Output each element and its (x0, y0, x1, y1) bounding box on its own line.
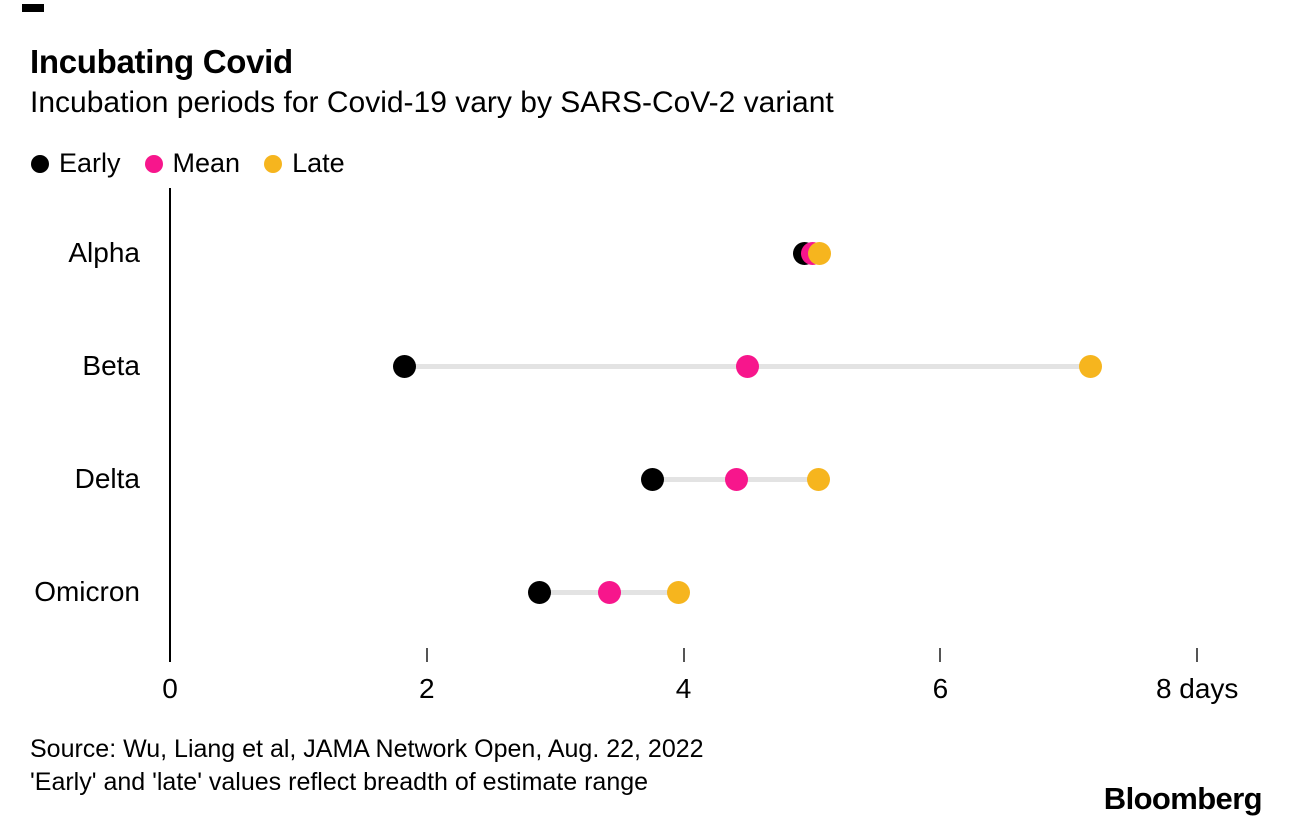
data-point-mean-beta (736, 354, 760, 378)
x-axis-labels: 0 2 4 6 8 days (0, 672, 1289, 708)
note-line: 'Early' and 'late' values reflect breadt… (30, 768, 649, 796)
legend-dot-late-icon (264, 154, 283, 173)
top-left-mark (22, 4, 44, 12)
legend-dot-mean-icon (144, 154, 163, 173)
data-point-mean-omicron (597, 580, 621, 604)
bloomberg-logo: Bloomberg (1103, 781, 1263, 816)
chart-subtitle: Incubation periods for Covid-19 vary by … (30, 86, 834, 119)
legend-label: Early (59, 148, 121, 178)
legend-item-mean: Mean (144, 148, 241, 179)
x-tick-label-2: 2 (419, 673, 435, 704)
x-tick-label-0: 0 (162, 673, 178, 704)
data-point-late-delta (806, 467, 830, 491)
category-label-alpha: Alpha (68, 237, 140, 268)
legend-item-late: Late (264, 148, 345, 179)
data-point-early-beta (393, 354, 417, 378)
data-point-late-alpha (808, 241, 832, 265)
category-label-omicron: Omicron (34, 576, 140, 607)
legend-dot-early-icon (31, 154, 49, 173)
legend-label: Late (292, 148, 345, 178)
y-axis-line (169, 188, 171, 662)
chart-title: Incubating Covid (30, 43, 293, 80)
data-point-early-delta (641, 467, 665, 491)
x-tick-label-8: 8 days (1155, 673, 1239, 704)
data-point-late-omicron (666, 580, 690, 604)
x-tick-8 (1196, 648, 1199, 662)
category-label-delta: Delta (74, 463, 140, 494)
legend-label: Mean (172, 148, 241, 178)
x-tick-2 (425, 648, 428, 662)
footer: Source: Wu, Liang et al, JAMA Network Op… (30, 733, 704, 799)
plot-area: Alpha Beta Delta Omicron (0, 188, 1289, 662)
data-point-early-omicron (528, 580, 552, 604)
x-tick-label-4: 4 (675, 673, 692, 704)
legend: Early Mean Late (31, 148, 345, 179)
category-label-beta: Beta (82, 350, 140, 381)
data-point-late-beta (1079, 354, 1103, 378)
x-tick-label-6: 6 (932, 673, 949, 704)
data-point-mean-delta (724, 467, 748, 491)
source-line: Source: Wu, Liang et al, JAMA Network Op… (30, 735, 704, 763)
legend-item-early: Early (31, 148, 121, 179)
x-tick-4 (682, 648, 685, 662)
x-tick-6 (939, 648, 942, 662)
